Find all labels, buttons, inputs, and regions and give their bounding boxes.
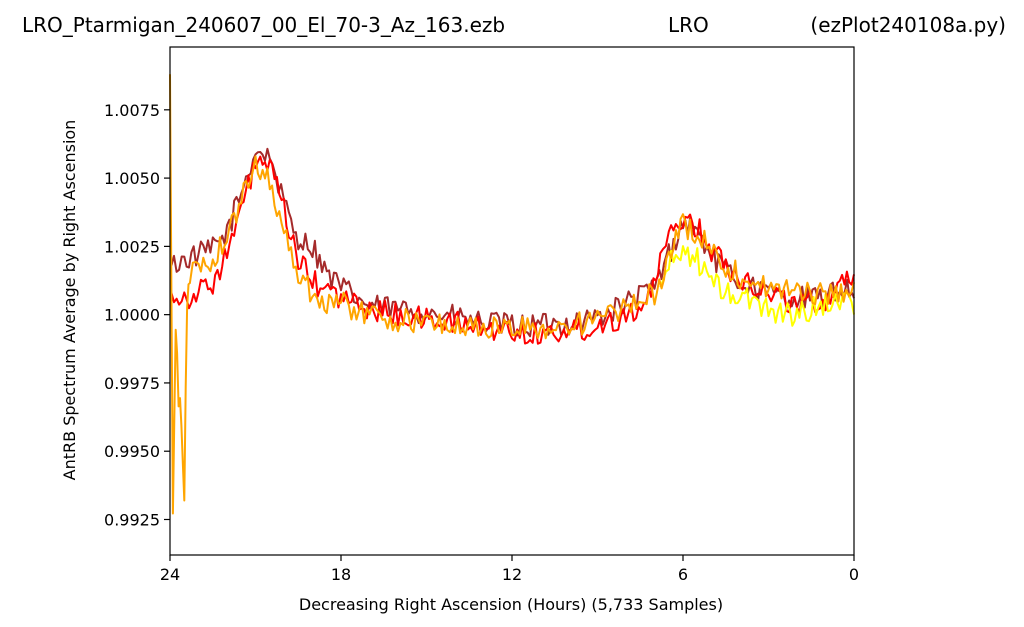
y-axis-label: AntRB Spectrum Average by Right Ascensio… [60,120,79,481]
y-tick-label: 1.0025 [104,237,160,256]
y-tick-label: 0.9925 [104,510,160,529]
x-tick-label: 18 [331,565,351,584]
ticks-layer: 24 18 12 6 0 0.9925 0.9950 0.9975 1.0000 1.0025 1.… [104,101,859,584]
x-tick-label: 0 [849,565,859,584]
y-tick-label: 1.0050 [104,169,160,188]
y-tick-label: 0.9950 [104,442,160,461]
y-tick-label: 1.0075 [104,101,160,120]
series-line-2 [170,155,855,345]
plot-frame [169,46,855,556]
series-line-4 [169,74,855,515]
series-layer [169,74,855,515]
chart-title-observatory: LRO [668,13,709,37]
x-tick-label: 6 [678,565,688,584]
y-tick-label: 0.9975 [104,374,160,393]
chart-title-script: (ezPlot240108a.py) [810,13,1006,37]
x-tick-label: 24 [160,565,180,584]
y-tick-label: 1.0000 [104,306,160,325]
series-line-3 [659,245,855,327]
x-tick-label: 12 [502,565,522,584]
x-axis-label: Decreasing Right Ascension (Hours) (5,73… [299,595,723,614]
chart-title-file: LRO_Ptarmigan_240607_00_El_70-3_Az_163.e… [22,13,505,37]
